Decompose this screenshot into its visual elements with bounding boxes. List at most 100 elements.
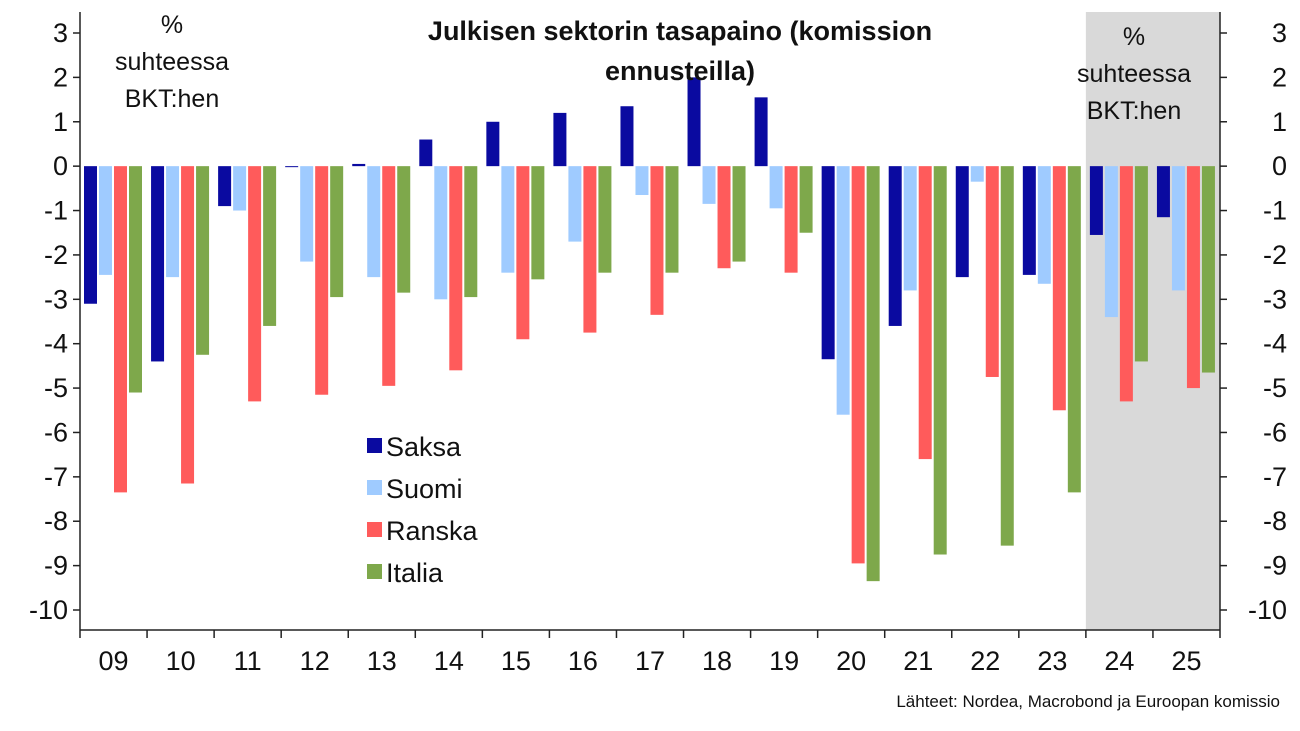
legend-swatch-saksa — [367, 438, 382, 453]
y-tick-label-left: -4 — [44, 329, 68, 359]
bar-suomi-12 — [300, 166, 314, 262]
bar-suomi-09 — [99, 166, 112, 275]
y-tick-label-right: 3 — [1272, 18, 1287, 48]
y-tick-label-left: -1 — [44, 196, 68, 226]
x-tick-label: 21 — [903, 646, 933, 676]
unit-label-right: suhteessa — [1077, 60, 1191, 88]
x-tick-label: 20 — [836, 646, 866, 676]
bar-saksa-23 — [1022, 166, 1036, 275]
bar-italia-19 — [799, 166, 813, 233]
x-tick-label: 09 — [99, 646, 129, 676]
unit-label-right: % — [1123, 23, 1145, 51]
legend-swatch-suomi — [367, 480, 382, 495]
y-tick-label-right: -2 — [1263, 240, 1287, 270]
bar-saksa-17 — [620, 106, 634, 167]
bar-ranska-21 — [918, 166, 932, 460]
y-tick-label-left: -5 — [44, 373, 68, 403]
bar-suomi-11 — [233, 166, 247, 211]
bar-italia-18 — [732, 166, 746, 262]
bar-italia-09 — [129, 166, 142, 393]
x-tick-label: 10 — [166, 646, 196, 676]
y-tick-label-left: -9 — [44, 551, 68, 581]
legend-swatch-ranska — [367, 522, 382, 537]
bar-italia-21 — [933, 166, 947, 555]
bar-italia-14 — [464, 166, 478, 298]
bar-saksa-15 — [486, 121, 500, 167]
bar-ranska-10 — [181, 166, 195, 484]
y-tick-label-right: 0 — [1272, 151, 1287, 181]
legend-swatch-italia — [367, 564, 382, 579]
bar-saksa-12 — [285, 166, 299, 168]
x-tick-label: 23 — [1037, 646, 1067, 676]
x-tick-label: 14 — [434, 646, 464, 676]
y-tick-label-left: -10 — [29, 595, 68, 625]
bar-suomi-25 — [1171, 166, 1185, 291]
chart-title-line: Julkisen sektorin tasapaino (komission — [428, 16, 932, 46]
y-tick-label-left: -6 — [44, 417, 68, 447]
bar-ranska-25 — [1186, 166, 1200, 389]
x-tick-label: 11 — [234, 646, 262, 676]
bar-saksa-19 — [754, 97, 768, 167]
y-tick-label-right: -6 — [1263, 417, 1287, 447]
bar-ranska-22 — [985, 166, 999, 377]
x-tick-label: 19 — [769, 646, 799, 676]
chart-title-line: ennusteilla) — [605, 56, 755, 86]
legend-label-italia: Italia — [386, 558, 444, 588]
bar-ranska-24 — [1119, 166, 1133, 402]
bar-suomi-20 — [836, 166, 850, 415]
axes-layer — [73, 12, 1227, 638]
y-tick-label-right: -10 — [1248, 595, 1287, 625]
bar-saksa-14 — [419, 139, 433, 167]
bar-italia-25 — [1201, 166, 1215, 373]
bar-ranska-17 — [650, 166, 664, 315]
bar-suomi-16 — [568, 166, 582, 242]
unit-label-left: suhteessa — [115, 48, 229, 76]
bar-suomi-18 — [702, 166, 716, 204]
bar-italia-20 — [866, 166, 880, 582]
bar-saksa-25 — [1156, 166, 1170, 218]
unit-label-right: BKT:hen — [1087, 97, 1182, 125]
bar-ranska-09 — [114, 166, 127, 493]
bar-saksa-09 — [84, 166, 97, 304]
x-tick-label: 18 — [702, 646, 732, 676]
bar-ranska-18 — [717, 166, 731, 269]
bar-suomi-22 — [970, 166, 984, 182]
bar-ranska-11 — [248, 166, 262, 402]
y-tick-label-right: -1 — [1263, 196, 1287, 226]
x-tick-label: 16 — [568, 646, 598, 676]
bar-italia-10 — [196, 166, 210, 355]
bar-saksa-21 — [888, 166, 902, 326]
bar-ranska-12 — [315, 166, 329, 395]
bar-saksa-16 — [553, 112, 567, 167]
x-tick-label: 22 — [970, 646, 1000, 676]
legend-label-saksa: Saksa — [386, 432, 462, 462]
text-layer: 3 32 21 10 0-1 -1-2 -2-3 -3-4 -4-5 -5-6 -6-7 -7-8 -8… — [29, 11, 1287, 711]
bar-italia-13 — [397, 166, 411, 293]
bars-layer — [84, 77, 1215, 582]
y-tick-label-right: 2 — [1272, 62, 1287, 92]
bar-suomi-21 — [903, 166, 917, 291]
y-tick-label-right: -5 — [1263, 373, 1287, 403]
x-tick-label: 13 — [367, 646, 397, 676]
x-tick-label: 25 — [1171, 646, 1201, 676]
bar-suomi-24 — [1104, 166, 1118, 318]
bar-italia-16 — [598, 166, 612, 273]
bar-suomi-23 — [1037, 166, 1051, 284]
bar-suomi-10 — [166, 166, 180, 278]
source-note: Lähteet: Nordea, Macrobond ja Euroopan k… — [896, 692, 1280, 711]
x-tick-label: 15 — [501, 646, 531, 676]
legend-label-suomi: Suomi — [386, 474, 463, 504]
y-tick-label-left: -8 — [44, 506, 68, 536]
bar-saksa-20 — [821, 166, 835, 360]
bar-saksa-18 — [687, 77, 701, 167]
bar-ranska-14 — [449, 166, 463, 371]
y-tick-label-left: -3 — [44, 284, 68, 314]
bar-ranska-20 — [851, 166, 865, 564]
y-tick-label-left: -7 — [44, 462, 68, 492]
bar-saksa-10 — [151, 166, 165, 362]
y-tick-label-left: 2 — [53, 62, 68, 92]
bar-italia-15 — [531, 166, 545, 280]
bar-ranska-13 — [382, 166, 396, 386]
bar-saksa-22 — [955, 166, 969, 278]
bar-ranska-23 — [1052, 166, 1066, 411]
